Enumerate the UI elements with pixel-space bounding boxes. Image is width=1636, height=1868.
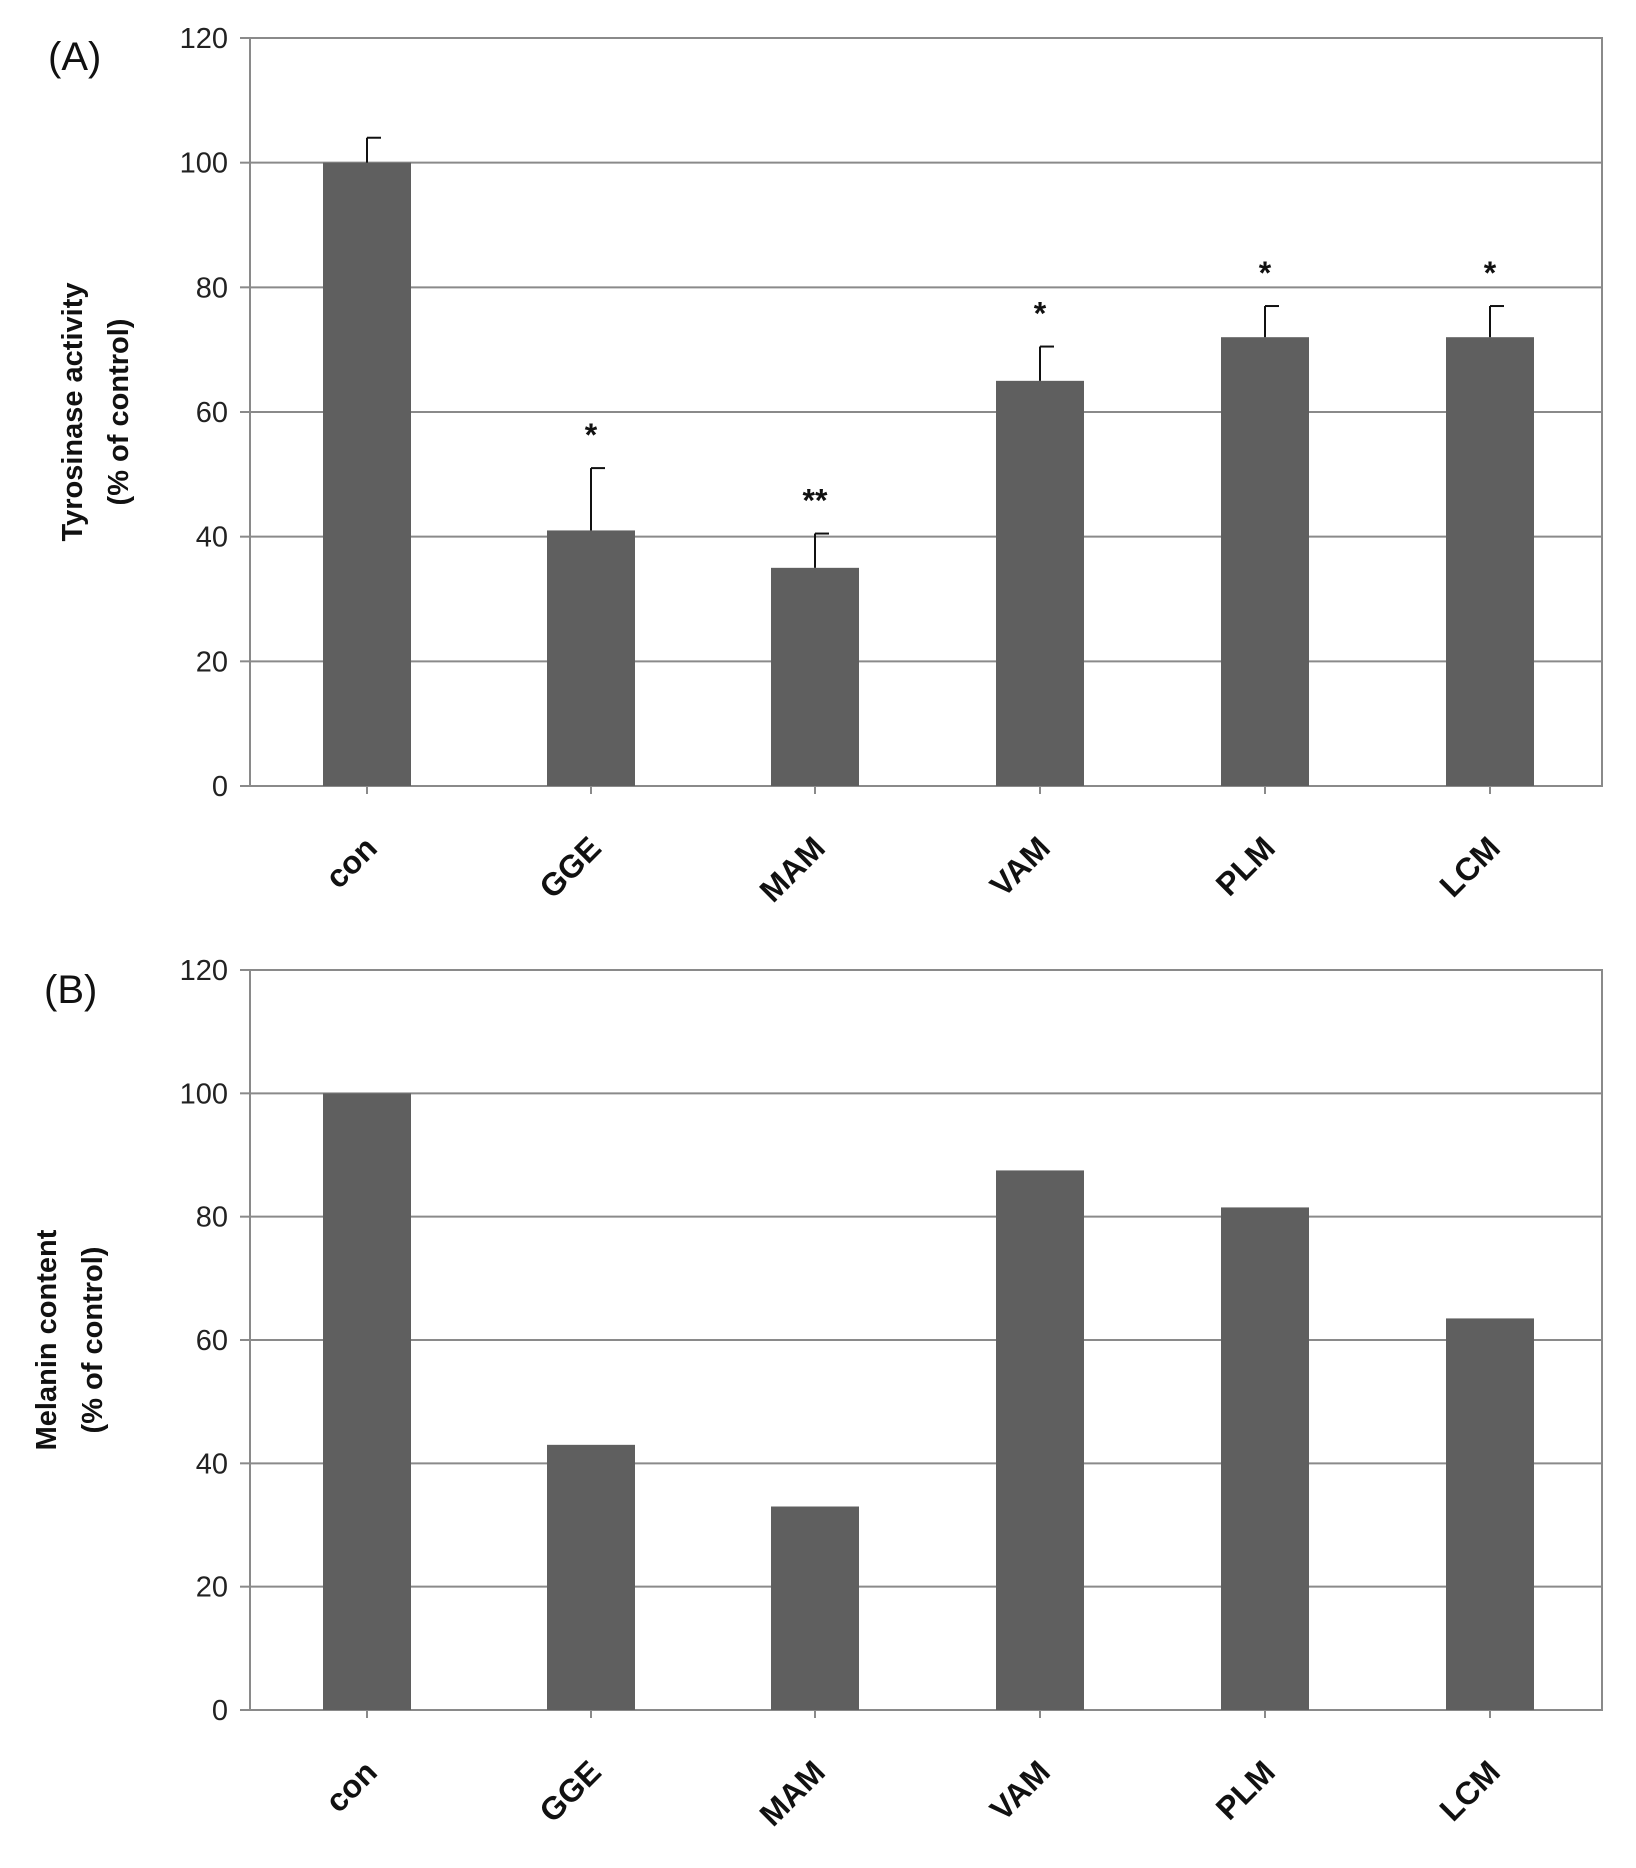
- y-tick-label: 0: [212, 1695, 228, 1727]
- y-axis-label: (% of control): [77, 1247, 109, 1434]
- panel-label: (A): [48, 35, 101, 79]
- chart-panel-a: 0 20 40 60 80 100 120 con * GGE ** MAM * VAM * PLM * LCM (…: [48, 23, 1603, 909]
- x-tick-label: con: [318, 829, 384, 895]
- y-tick-label: 20: [196, 646, 228, 678]
- y-tick-label: 40: [196, 1448, 228, 1480]
- plot-frame: [249, 969, 1603, 1711]
- x-tick-label: PLM: [1209, 1753, 1282, 1826]
- y-axis-label: (% of control): [103, 319, 135, 506]
- bar-plm: [1221, 1207, 1309, 1710]
- significance-mark: *: [585, 417, 598, 453]
- y-tick-label: 100: [180, 148, 228, 180]
- x-tick-label: VAM: [983, 829, 1057, 903]
- x-tick-label: con: [318, 1753, 384, 1819]
- y-tick-label: 60: [196, 1325, 228, 1357]
- y-tick-label: 60: [196, 397, 228, 429]
- y-axis-label: Tyrosinase activity: [57, 283, 89, 542]
- plot-frame: [249, 37, 1603, 787]
- y-tick-label: 120: [180, 23, 228, 55]
- bar-lcm: [1446, 1318, 1534, 1710]
- bar-mam: [771, 1506, 859, 1710]
- significance-mark: *: [1259, 255, 1272, 291]
- chart-panel-b: 0 20 40 60 80 100 120 con GGE MAM VAM PLM LCM (B) Mela…: [31, 955, 1603, 1833]
- y-tick-label: 80: [196, 1202, 228, 1234]
- y-tick-label: 20: [196, 1572, 228, 1604]
- x-tick-label: GGE: [532, 829, 608, 905]
- x-tick-label: LCM: [1432, 829, 1506, 903]
- bar-vam: [996, 380, 1084, 786]
- x-tick-label: PLM: [1209, 829, 1282, 902]
- y-axis-label: Melanin content: [31, 1229, 63, 1450]
- y-tick-label: 0: [212, 771, 228, 803]
- bar-gge: [547, 530, 635, 786]
- y-tick-label: 100: [180, 1078, 228, 1110]
- bar-vam: [996, 1170, 1084, 1710]
- x-tick-label: VAM: [983, 1753, 1057, 1827]
- bar-con: [323, 1093, 411, 1710]
- y-tick-label: 40: [196, 522, 228, 554]
- panel-label: (B): [44, 968, 97, 1012]
- y-tick-label: 120: [180, 955, 228, 987]
- bar-gge: [547, 1444, 635, 1710]
- significance-mark: **: [803, 483, 828, 519]
- x-tick-label: MAM: [752, 1753, 831, 1832]
- bar-mam: [771, 567, 859, 786]
- significance-mark: *: [1034, 296, 1047, 332]
- bar-lcm: [1446, 337, 1534, 786]
- bar-con: [323, 162, 411, 786]
- bar-plm: [1221, 337, 1309, 786]
- x-tick-label: GGE: [532, 1753, 608, 1829]
- x-tick-label: LCM: [1432, 1753, 1506, 1827]
- x-tick-label: MAM: [752, 829, 831, 908]
- y-tick-label: 80: [196, 272, 228, 304]
- significance-mark: *: [1484, 255, 1497, 291]
